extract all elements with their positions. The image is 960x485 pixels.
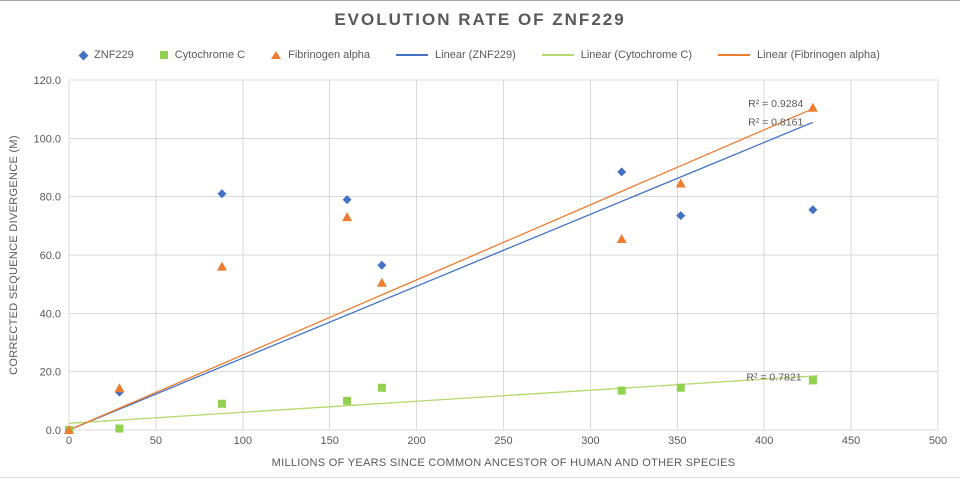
data-point-triangle <box>675 178 686 188</box>
trendline-swatch-icon <box>541 54 574 56</box>
x-tick-label: 450 <box>842 435 860 447</box>
data-point-square <box>377 383 386 392</box>
legend-item-cytochrome-c: Cytochrome C <box>159 49 246 61</box>
y-tick-label: 120.0 <box>33 75 61 87</box>
window-top-border <box>0 0 960 1</box>
x-tick-label: 150 <box>321 435 339 447</box>
legend-item-linear-cytochrome-c: Linear (Cytochrome C) <box>541 49 693 61</box>
legend-label: Linear (Cytochrome C) <box>580 49 693 61</box>
data-point-square <box>343 396 352 405</box>
x-axis-title: MILLIONS OF YEARS SINCE COMMON ANCESTOR … <box>272 457 736 469</box>
data-point-diamond <box>217 189 227 199</box>
legend-item-znf229: ZNF229 <box>78 49 134 61</box>
data-point-square <box>617 386 626 395</box>
data-point-triangle <box>807 102 818 112</box>
y-tick-label: 0.0 <box>46 425 61 437</box>
legend-label: Cytochrome C <box>174 49 246 61</box>
square-marker-icon <box>159 51 168 59</box>
data-point-triangle <box>216 261 227 271</box>
triangle-marker-icon <box>271 51 282 59</box>
legend-label: Linear (Fibrinogen alpha) <box>757 49 880 61</box>
r2-annotation: R² = 0.9284 <box>748 98 803 110</box>
trendline <box>68 107 815 431</box>
x-tick-label: 50 <box>150 435 162 447</box>
data-point-diamond <box>676 211 686 221</box>
data-point-diamond <box>808 205 818 215</box>
data-point-square <box>115 424 124 433</box>
y-axis-title: CORRECTED SEQUENCE DIVERGENCE (M) <box>8 135 20 375</box>
y-tick-label: 40.0 <box>40 308 61 320</box>
data-point-triangle <box>114 383 125 393</box>
data-point-square <box>676 383 685 392</box>
trendline-swatch-icon <box>396 54 429 56</box>
chart-legend: ZNF229 Cytochrome C Fibrinogen alpha Lin… <box>0 46 960 64</box>
legend-item-linear-fibrinogen-alpha: Linear (Fibrinogen alpha) <box>718 49 880 61</box>
data-point-diamond <box>342 195 352 205</box>
data-point-triangle <box>64 425 74 434</box>
data-point-diamond <box>617 167 627 177</box>
y-tick-label: 20.0 <box>40 367 61 379</box>
x-tick-label: 200 <box>407 435 425 447</box>
data-point-triangle <box>376 277 387 287</box>
chart-title: EVOLUTION RATE OF ZNF229 <box>334 10 626 29</box>
chart-bottom-border <box>0 477 960 478</box>
data-point-square <box>217 399 226 408</box>
legend-item-fibrinogen-alpha: Fibrinogen alpha <box>271 49 370 61</box>
x-tick-label: 400 <box>755 435 773 447</box>
trendline <box>68 375 819 424</box>
data-point-triangle <box>342 212 353 222</box>
data-point-diamond <box>377 260 387 270</box>
x-tick-label: 250 <box>494 435 512 447</box>
x-tick-label: 0 <box>66 435 72 447</box>
r2-annotation: R² = 0.8161 <box>748 116 803 128</box>
x-tick-label: 300 <box>581 435 599 447</box>
x-tick-label: 350 <box>668 435 686 447</box>
x-tick-label: 100 <box>234 435 252 447</box>
trendline <box>68 121 814 431</box>
y-tick-label: 100.0 <box>33 133 61 145</box>
r2-annotation: R² = 0.7821 <box>746 372 801 384</box>
data-point-square <box>808 376 817 385</box>
legend-label: Linear (ZNF229) <box>435 49 516 61</box>
x-tick-label: 500 <box>929 435 947 447</box>
y-tick-label: 80.0 <box>40 192 61 204</box>
y-tick-label: 60.0 <box>40 250 61 262</box>
data-point-triangle <box>616 233 627 243</box>
legend-label: ZNF229 <box>94 49 134 61</box>
legend-label: Fibrinogen alpha <box>288 49 371 61</box>
trendline-swatch-icon <box>718 54 751 56</box>
legend-item-linear-znf229: Linear (ZNF229) <box>396 49 516 61</box>
